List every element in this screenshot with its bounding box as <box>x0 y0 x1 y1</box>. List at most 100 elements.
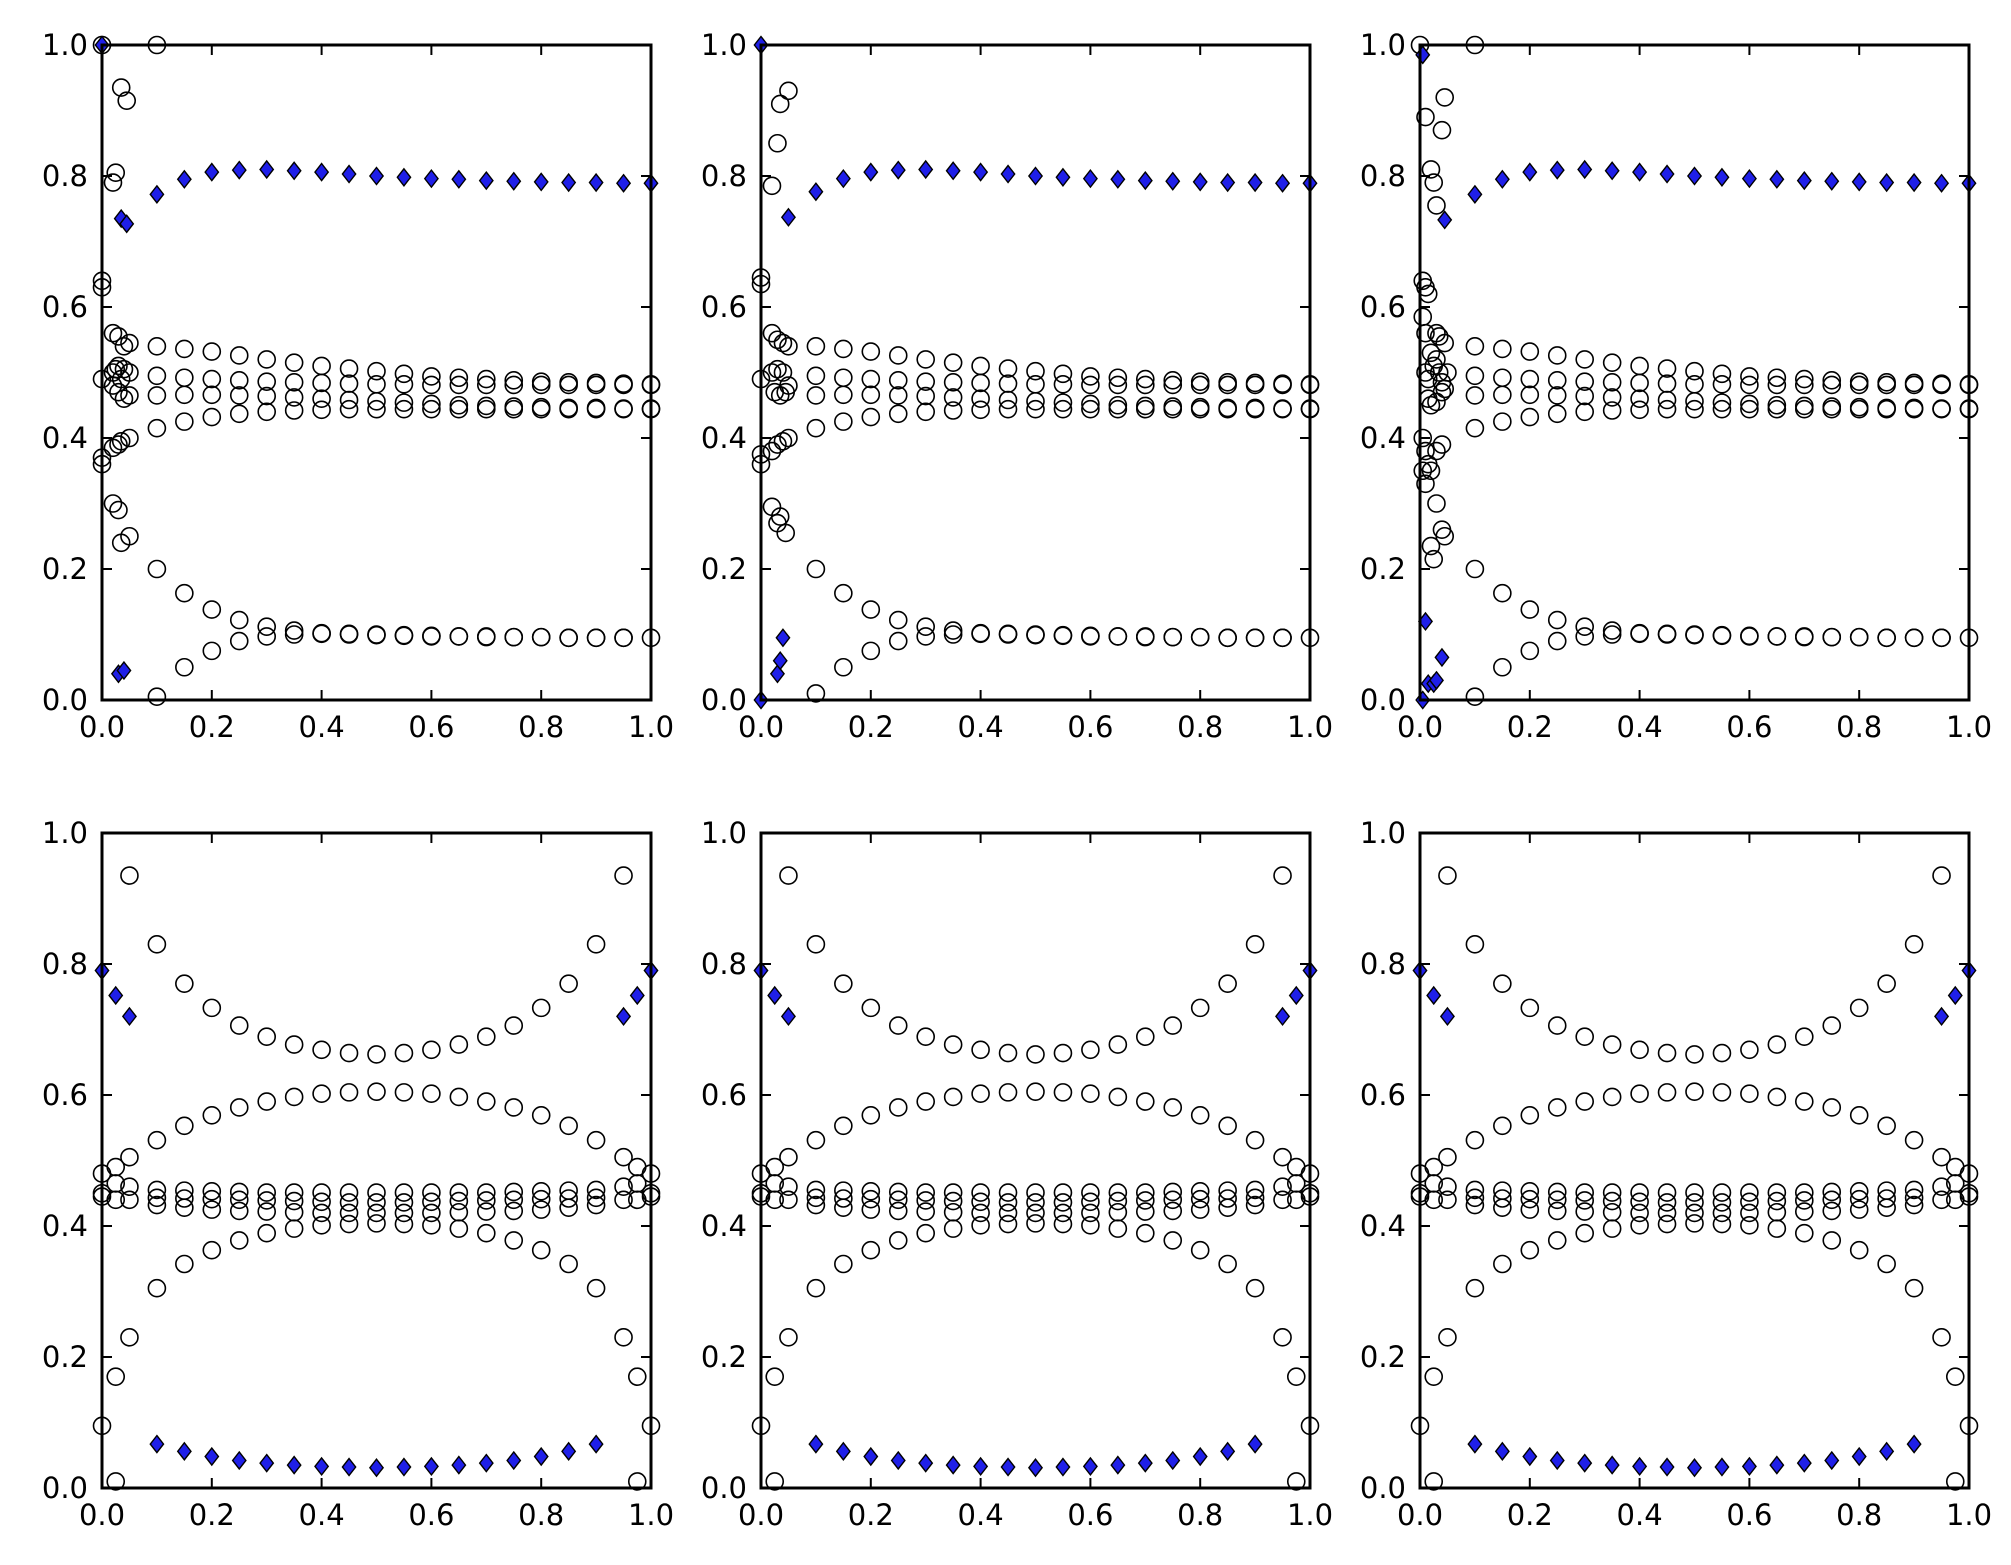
circle-point <box>998 390 1018 410</box>
circle-point <box>1273 399 1292 419</box>
diamond-point <box>1769 169 1785 189</box>
y-tick-label: 1.0 <box>1360 816 1406 850</box>
circle-point <box>339 1193 359 1212</box>
circle-point <box>476 1092 496 1111</box>
diamond-point <box>368 166 385 186</box>
circle-point <box>394 1043 414 1063</box>
circle-point <box>1136 1183 1155 1202</box>
circle-point <box>559 399 578 419</box>
circle-point <box>1429 363 1449 382</box>
circle-point <box>1877 398 1896 418</box>
circle-point <box>1190 627 1210 647</box>
circle-point <box>559 1189 578 1208</box>
circle-point <box>1163 399 1183 419</box>
circle-point <box>1575 372 1594 391</box>
circle-point <box>834 1189 853 1208</box>
circle-point <box>943 401 963 420</box>
circle-point <box>1740 367 1759 386</box>
circle-point <box>762 323 782 343</box>
circle-point <box>1630 1040 1649 1060</box>
circle-point <box>1602 1191 1622 1211</box>
circle-point <box>888 386 908 405</box>
circle-point <box>861 600 881 619</box>
circle-point <box>806 559 826 579</box>
circle-point <box>114 389 134 409</box>
circle-point <box>1657 1214 1677 1234</box>
circle-point <box>1904 375 1924 395</box>
x-tick-label: 0.0 <box>1397 710 1443 744</box>
circle-point <box>1575 1092 1594 1111</box>
circle-point <box>1904 399 1924 419</box>
circle-point <box>103 376 123 395</box>
circle-point <box>202 1189 222 1209</box>
y-tick-label: 0.8 <box>42 159 88 193</box>
diamond-point <box>1275 173 1291 193</box>
circle-point <box>916 617 936 636</box>
circle-point <box>1657 359 1677 378</box>
circle-point <box>147 1188 167 1208</box>
x-tick-label: 0.2 <box>189 1498 235 1532</box>
circle-point <box>1421 395 1441 415</box>
circle-point <box>422 399 441 419</box>
circle-point <box>559 398 578 418</box>
panel-4: 0.0 0.2 0.4 0.6 0.8 1.0 0.0 0.2 0.4 0.6 0.8 1.0 <box>42 816 674 1532</box>
circle-point <box>202 998 222 1018</box>
circle-point <box>559 375 578 395</box>
circle-point <box>1465 386 1485 405</box>
circle-point <box>1438 1177 1457 1196</box>
circle-point <box>1657 1083 1677 1102</box>
circle-point <box>1421 461 1441 481</box>
diamond-point <box>1577 1453 1593 1473</box>
circle-point <box>1712 1214 1732 1234</box>
diamond-point <box>1055 1457 1071 1477</box>
circle-point <box>779 428 798 448</box>
circle-point <box>394 399 414 419</box>
circle-point <box>806 935 826 954</box>
circle-point <box>1822 1190 1842 1210</box>
diamond-point <box>121 1006 137 1027</box>
circle-point <box>1795 1202 1814 1221</box>
diamond-point <box>1082 1456 1098 1477</box>
diamond-point <box>314 1456 330 1477</box>
circle-point <box>422 1216 441 1235</box>
diamond-point <box>808 1434 824 1454</box>
circle-point <box>861 1189 881 1209</box>
diamond-point <box>451 169 467 189</box>
circle-point <box>614 375 633 395</box>
circle-point <box>1136 1223 1155 1243</box>
x-tick-label: 0.4 <box>1617 1498 1663 1532</box>
circle-point <box>1190 1200 1210 1219</box>
panel-2: 0.0 0.2 0.4 0.6 0.8 1.0 0.0 0.2 0.4 0.6 0.8 1.0 <box>701 28 1333 744</box>
circle-point <box>1822 375 1842 395</box>
circle-point <box>1273 1190 1292 1210</box>
circle-point <box>1685 625 1704 644</box>
circle-point <box>1520 1240 1540 1260</box>
circle-point <box>229 1098 249 1117</box>
circle-point <box>1520 641 1540 661</box>
circle-point <box>768 359 787 379</box>
circle-point <box>257 350 277 369</box>
diamond-point <box>890 1450 906 1471</box>
circle-point <box>1163 371 1183 390</box>
diamond-point <box>1659 164 1675 184</box>
circle-point <box>1421 343 1441 363</box>
circle-point <box>586 1180 606 1200</box>
circle-point <box>916 402 936 422</box>
circle-point <box>284 1202 304 1222</box>
circle-point <box>773 333 793 353</box>
x-tick-label: 0.2 <box>189 710 235 744</box>
diamond-point <box>918 159 934 180</box>
circle-point <box>1053 625 1073 645</box>
circle-point <box>998 624 1018 644</box>
diamond-point <box>176 1441 192 1461</box>
circle-point <box>916 386 936 406</box>
circle-point <box>776 382 796 402</box>
diamond-point <box>835 1441 851 1461</box>
circle-point <box>586 1278 606 1298</box>
circle-point <box>367 1203 386 1223</box>
circle-point <box>120 526 139 546</box>
circle-point <box>1932 399 1951 419</box>
circle-point <box>120 866 139 885</box>
x-tick-label: 0.4 <box>958 1498 1004 1532</box>
circle-point <box>147 418 167 438</box>
